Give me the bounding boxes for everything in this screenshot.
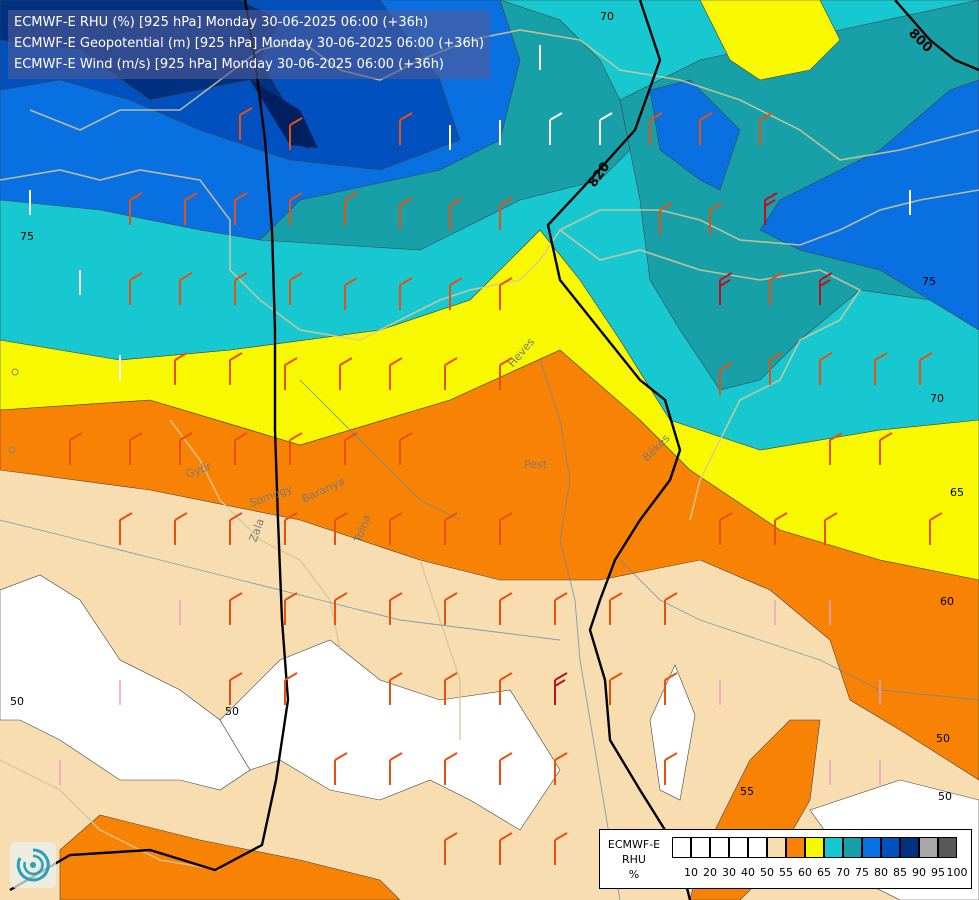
legend-tick-label: 60: [798, 866, 812, 879]
rhu-80-area-right: [759, 79, 979, 331]
legend-color-box: [862, 837, 881, 858]
legend-tick-label: 50: [760, 866, 774, 879]
legend-tick-label: 80: [874, 866, 888, 879]
legend-tick-label: 30: [722, 866, 736, 879]
legend-tick-label: 90: [912, 866, 926, 879]
contour-label: 70: [600, 10, 614, 23]
rhu-50-area-center: [219, 639, 561, 831]
rhu-80-area-center: [649, 79, 741, 191]
geopotential-lines: [9, 0, 979, 900]
legend-label: ECMWF-E RHU %: [604, 837, 664, 882]
legend-color-box: [786, 837, 805, 858]
legend-tick-label: 75: [855, 866, 869, 879]
border-lines: [0, 29, 979, 871]
contour-label: 50: [10, 695, 24, 708]
rhu-60-patch-bottom-left: [59, 814, 401, 900]
rhu-legend: ECMWF-E RHU % 10 20 30 40 50 55 60 65 70 75 80 85 90…: [599, 829, 972, 889]
title-wind: ECMWF-E Wind (m/s) [925 hPa] Monday 30-0…: [14, 57, 445, 72]
contour-label: 55: [740, 785, 754, 798]
legend-tick-label: 100: [946, 866, 968, 879]
legend-color-box: [919, 837, 938, 858]
legend-color-box: [672, 837, 691, 858]
place-name: Pest: [524, 458, 548, 471]
legend-tick-label: 95: [931, 866, 945, 879]
contour-label: 70: [930, 392, 944, 405]
contour-label: 50: [225, 705, 239, 718]
legend-color-box: [710, 837, 729, 858]
legend-color-box: [805, 837, 824, 858]
rhu-50-area-small: [649, 664, 696, 801]
legend-tick-label: 70: [836, 866, 850, 879]
legend-color-box: [881, 837, 900, 858]
rhu-50-area-left: [0, 574, 251, 791]
contour-label: 50: [938, 790, 952, 803]
legend-color-box: [748, 837, 767, 858]
legend-tick-label: 65: [817, 866, 831, 879]
legend-color-box: [691, 837, 710, 858]
legend-color-box: [824, 837, 843, 858]
legend-color-box: [729, 837, 748, 858]
contour-label: 50: [936, 732, 950, 745]
contour-labels: 75 70 70 75 65 60 55 50 50 50 50: [10, 10, 964, 803]
contour-label: 75: [922, 275, 936, 288]
legend-color-box: [938, 837, 957, 858]
wind-barbs: [29, 45, 943, 865]
legend-color-box: [767, 837, 786, 858]
legend-color-box: [843, 837, 862, 858]
legend-variable: RHU: [622, 853, 646, 866]
legend-tick-label: 55: [779, 866, 793, 879]
contour-label: 65: [950, 486, 964, 499]
title-geopotential: ECMWF-E Geopotential (m) [925 hPa] Monda…: [14, 36, 485, 51]
ecmwf-logo-icon: [10, 842, 56, 888]
legend-tick-label: 20: [703, 866, 717, 879]
legend-model: ECMWF-E: [607, 838, 661, 851]
map-title-box: ECMWF-E RHU (%) [925 hPa] Monday 30-06-2…: [8, 10, 491, 79]
legend-color-box: [900, 837, 919, 858]
contour-label: 60: [940, 595, 954, 608]
rhu-65-patch-top: [699, 0, 841, 81]
legend-tick-label: 40: [741, 866, 755, 879]
contour-label: 75: [20, 230, 34, 243]
legend-unit: %: [628, 868, 640, 881]
legend-tick-label: 85: [893, 866, 907, 879]
title-rhu: ECMWF-E RHU (%) [925 hPa] Monday 30-06-2…: [14, 15, 429, 30]
legend-tick-label: 10: [684, 866, 698, 879]
